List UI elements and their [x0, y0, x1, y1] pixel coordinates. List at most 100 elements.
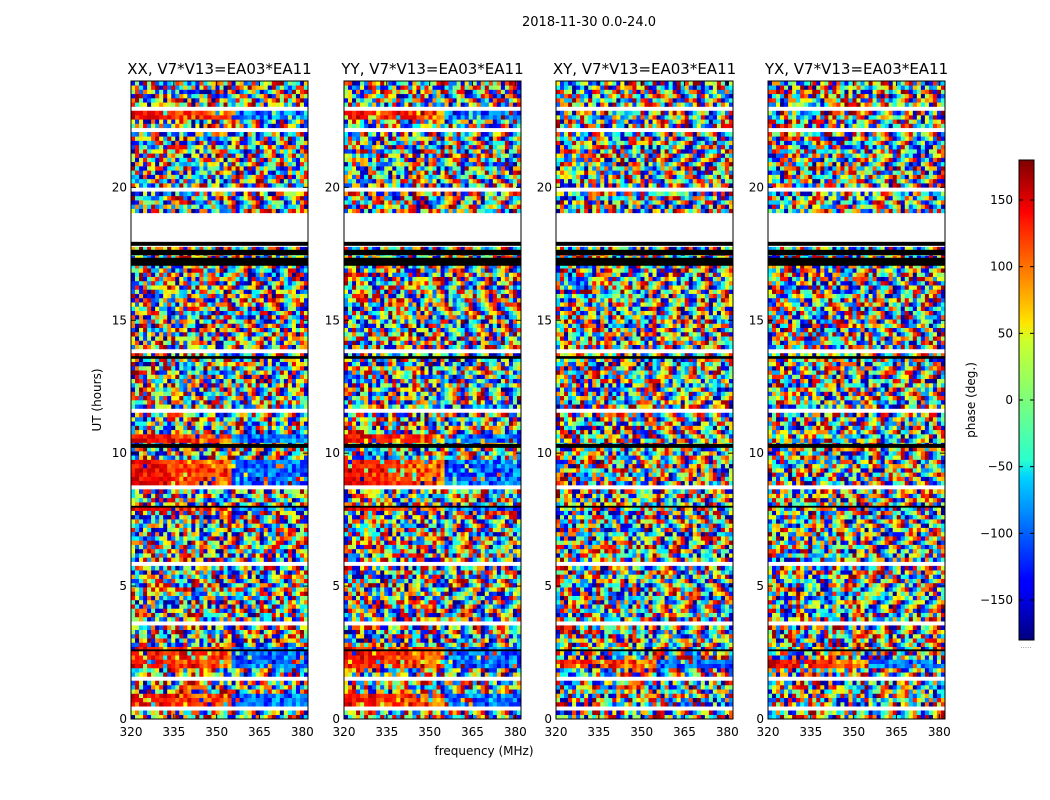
heatmap-cell [163, 472, 168, 477]
heatmap-cell [287, 536, 293, 541]
heatmap-cell [263, 378, 269, 384]
heatmap-cell [203, 608, 208, 613]
heatmap-cell [275, 417, 281, 422]
heatmap-cell [251, 595, 256, 601]
heatmap-cell [295, 404, 301, 409]
heatmap-cell [183, 667, 188, 673]
heatmap-cell [163, 195, 168, 201]
heatmap-cell [279, 468, 285, 473]
heatmap-cell [231, 289, 236, 294]
heatmap-cell [271, 297, 277, 303]
heatmap-cell [255, 650, 261, 656]
heatmap-cell [271, 468, 277, 473]
heatmap-cell [143, 514, 148, 520]
heatmap-cell [183, 361, 188, 367]
heatmap-cell [195, 429, 200, 435]
heatmap-cell [183, 536, 188, 541]
heatmap-cell [131, 314, 136, 320]
heatmap-cell [195, 353, 200, 358]
heatmap-cell [199, 553, 204, 558]
heatmap-cell [255, 289, 261, 294]
heatmap-cell [275, 344, 281, 350]
heatmap-cell [207, 280, 212, 286]
heatmap-cell [271, 170, 277, 175]
heatmap-cell [239, 514, 244, 520]
heatmap-cell [163, 642, 168, 647]
heatmap-cell [207, 663, 212, 669]
heatmap-cell [143, 493, 148, 499]
heatmap-cell [151, 344, 156, 350]
heatmap-cell [171, 425, 176, 431]
heatmap-cell [155, 451, 160, 456]
heatmap-cell [235, 655, 240, 660]
heatmap-cell [263, 710, 269, 716]
heatmap-cell [275, 553, 281, 558]
heatmap-cell [263, 536, 269, 541]
heatmap-cell [231, 421, 236, 426]
heatmap-cell [151, 183, 156, 188]
heatmap-cell [135, 174, 140, 180]
heatmap-cell [139, 625, 144, 630]
heatmap-cell [135, 438, 140, 443]
heatmap-cell [211, 455, 216, 460]
heatmap-cell [147, 395, 152, 401]
heatmap-cell [167, 625, 172, 630]
heatmap-cell [295, 268, 301, 273]
heatmap-cell [247, 446, 252, 452]
heatmap-cell [275, 565, 281, 571]
heatmap-cell [135, 570, 140, 575]
heatmap-cell [131, 472, 136, 477]
heatmap-cell [207, 166, 212, 171]
heatmap-cell [199, 489, 204, 494]
heatmap-cell [191, 200, 196, 205]
heatmap-cell [167, 344, 172, 350]
heatmap-cell [283, 412, 289, 418]
heatmap-cell [167, 684, 172, 690]
heatmap-cell [263, 327, 269, 333]
heatmap-cell [139, 531, 144, 537]
heatmap-cell [243, 655, 248, 660]
heatmap-cell [135, 302, 140, 307]
heatmap-cell [167, 476, 172, 482]
heatmap-cell [227, 285, 232, 290]
heatmap-cell [159, 200, 164, 205]
heatmap-cell [303, 302, 309, 307]
heatmap-cell [203, 302, 208, 307]
heatmap-cell [295, 506, 301, 511]
heatmap-cell [183, 285, 188, 290]
heatmap-cell [175, 655, 180, 660]
heatmap-cell [295, 548, 301, 554]
heatmap-cell [295, 599, 301, 605]
heatmap-cell [227, 587, 232, 592]
heatmap-cell [251, 710, 256, 716]
heatmap-cell [303, 306, 309, 311]
heatmap-cell [139, 480, 144, 486]
heatmap-cell [135, 191, 140, 197]
heatmap-cell [291, 455, 297, 460]
heatmap-cell [259, 672, 265, 677]
heatmap-cell [263, 659, 269, 664]
heatmap-cell [159, 268, 164, 273]
heatmap-cell [239, 684, 244, 690]
heatmap-cell [195, 268, 200, 273]
heatmap-cell [275, 536, 281, 541]
heatmap-cell [167, 553, 172, 558]
heatmap-cell [279, 667, 285, 673]
heatmap-cell [131, 684, 136, 690]
heatmap-cell [291, 689, 297, 694]
heatmap-cell [251, 276, 256, 282]
heatmap-cell [263, 544, 269, 550]
heatmap-cell [251, 463, 256, 469]
heatmap-cell [183, 468, 188, 473]
heatmap-cell [303, 404, 309, 409]
heatmap-cell [195, 591, 200, 596]
heatmap-cell [255, 646, 261, 652]
heatmap-cell [131, 642, 136, 647]
heatmap-cell [263, 191, 269, 197]
heatmap-cell [159, 655, 164, 660]
heatmap-cell [279, 451, 285, 456]
heatmap-cell [195, 650, 200, 656]
heatmap-cell [183, 608, 188, 613]
heatmap-cell [175, 591, 180, 596]
heatmap-cell [179, 680, 184, 686]
